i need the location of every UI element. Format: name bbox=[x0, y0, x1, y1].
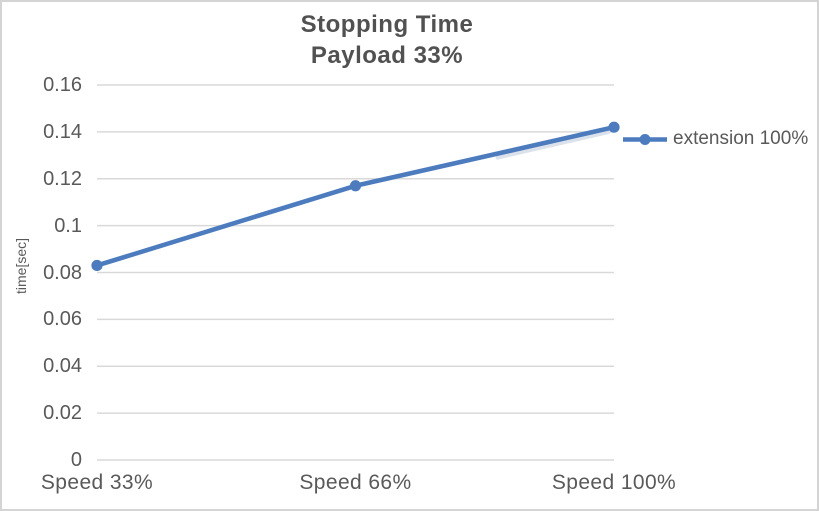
legend: extension 100% bbox=[622, 126, 808, 152]
chart-subtitle: Payload 33% bbox=[310, 42, 464, 69]
x-axis-category-label: Speed 66% bbox=[299, 471, 412, 494]
y-axis-tick-label: 0.02 bbox=[43, 402, 82, 425]
y-axis-tick-label: 0.04 bbox=[43, 355, 82, 378]
y-axis-tick-label: 0.08 bbox=[43, 261, 82, 284]
series-line bbox=[91, 121, 620, 272]
chart-title: Stopping Time bbox=[300, 11, 474, 38]
x-axis-category-label: Speed 100% bbox=[551, 471, 677, 494]
gridlines bbox=[97, 84, 614, 461]
chart-title-block: Stopping Time Payload 33% bbox=[2, 9, 772, 71]
y-axis-tick-label: 0.06 bbox=[43, 308, 82, 331]
y-axis-tick-label: 0.12 bbox=[43, 167, 82, 190]
x-axis-category-label: Speed 33% bbox=[40, 471, 154, 494]
y-axis-tick-label: 0 bbox=[70, 449, 82, 471]
y-axis-tick-label: 0.1 bbox=[54, 214, 82, 237]
y-axis-tick-label: 0.16 bbox=[43, 74, 82, 96]
legend-label: extension 100% bbox=[673, 128, 809, 149]
y-axis-tick-label: 0.14 bbox=[43, 120, 82, 143]
legend-line-marker-icon bbox=[623, 133, 667, 145]
